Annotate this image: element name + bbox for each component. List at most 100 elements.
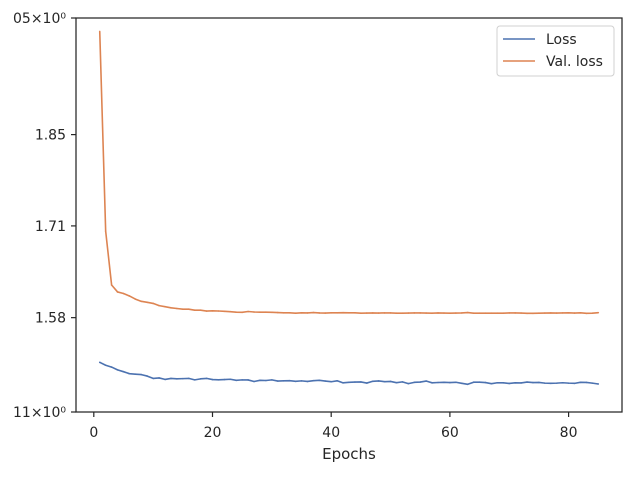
plot-frame <box>75 17 623 413</box>
data-point-loss <box>229 378 232 381</box>
data-point-val-loss <box>330 312 333 314</box>
data-point-val-loss <box>288 312 291 314</box>
data-point-val-loss <box>193 309 196 311</box>
data-point-loss <box>478 381 481 384</box>
data-point-val-loss <box>371 312 374 314</box>
data-point-val-loss <box>419 312 422 314</box>
data-point-val-loss <box>549 312 552 314</box>
data-point-loss <box>366 382 368 384</box>
data-point-loss <box>538 381 540 384</box>
data-point-val-loss <box>555 312 558 314</box>
data-point-loss <box>395 381 398 384</box>
data-point-loss <box>265 379 267 382</box>
data-point-val-loss <box>265 311 267 314</box>
data-point-loss <box>104 364 107 367</box>
data-point-loss <box>182 377 184 380</box>
series-points-val-loss <box>98 30 600 315</box>
data-point-val-loss <box>383 312 386 314</box>
data-point-val-loss <box>110 284 113 286</box>
data-point-val-loss <box>235 311 238 314</box>
data-point-val-loss <box>573 312 576 314</box>
data-point-val-loss <box>585 312 588 315</box>
data-point-loss <box>193 379 196 381</box>
data-point-val-loss <box>508 312 511 314</box>
data-point-val-loss <box>502 312 505 314</box>
data-point-loss <box>532 381 534 384</box>
data-point-loss <box>555 382 558 384</box>
data-point-val-loss <box>490 312 493 314</box>
data-point-loss <box>211 378 214 381</box>
legend: Loss Val. loss <box>496 25 615 77</box>
data-point-val-loss <box>496 312 499 314</box>
data-point-val-loss <box>544 312 546 314</box>
data-point-loss <box>241 379 243 381</box>
data-point-loss <box>579 381 582 384</box>
data-point-val-loss <box>413 312 416 314</box>
data-point-loss <box>152 377 154 380</box>
data-point-val-loss <box>146 301 149 304</box>
data-point-loss <box>455 381 457 384</box>
data-point-val-loss <box>318 312 321 314</box>
data-point-val-loss <box>532 312 534 315</box>
data-point-val-loss <box>526 312 528 315</box>
data-point-val-loss <box>431 312 433 314</box>
data-point-val-loss <box>360 312 362 314</box>
y-tick-label: 1.58 <box>35 311 66 327</box>
data-point-loss <box>128 372 131 375</box>
data-point-loss <box>164 378 166 381</box>
data-point-loss <box>253 380 255 383</box>
data-point-val-loss <box>134 298 137 300</box>
x-tick-label: 40 <box>322 425 340 441</box>
data-point-val-loss <box>98 30 101 33</box>
data-point-val-loss <box>437 312 439 314</box>
data-point-loss <box>300 380 303 382</box>
data-point-val-loss <box>116 291 119 293</box>
data-point-loss <box>502 382 505 384</box>
data-point-val-loss <box>484 312 487 314</box>
data-point-val-loss <box>158 304 160 307</box>
data-point-loss <box>360 381 362 383</box>
data-point-val-loss <box>140 300 143 303</box>
data-point-val-loss <box>348 312 350 314</box>
data-point-val-loss <box>128 295 131 297</box>
data-point-val-loss <box>241 311 243 314</box>
data-point-loss <box>437 381 439 384</box>
data-point-loss <box>472 381 475 384</box>
data-point-val-loss <box>176 307 178 310</box>
data-point-val-loss <box>223 310 226 313</box>
data-point-loss <box>336 380 338 382</box>
data-point-loss <box>484 381 487 384</box>
legend-label-loss: Loss <box>546 32 577 48</box>
data-point-val-loss <box>217 310 220 312</box>
data-point-val-loss <box>122 292 125 295</box>
series-layer <box>98 30 600 386</box>
data-point-val-loss <box>377 312 380 314</box>
data-point-loss <box>140 373 143 376</box>
data-point-val-loss <box>187 308 190 310</box>
data-point-loss <box>158 377 160 379</box>
data-point-loss <box>330 380 333 383</box>
data-point-loss <box>407 382 410 385</box>
data-point-val-loss <box>455 312 457 314</box>
data-point-loss <box>389 380 392 383</box>
data-point-loss <box>549 382 552 385</box>
data-point-val-loss <box>466 311 469 314</box>
data-point-val-loss <box>324 312 327 314</box>
data-point-loss <box>496 381 499 384</box>
data-point-loss <box>342 382 344 384</box>
data-point-loss <box>205 377 208 380</box>
data-point-val-loss <box>276 311 279 314</box>
data-point-loss <box>377 380 380 382</box>
data-point-loss <box>116 369 119 371</box>
data-point-val-loss <box>425 312 427 314</box>
data-point-val-loss <box>401 312 404 314</box>
data-point-val-loss <box>282 312 285 314</box>
legend-label-val-loss: Val. loss <box>546 54 603 70</box>
data-point-val-loss <box>294 312 297 314</box>
data-point-loss <box>247 379 249 381</box>
data-point-val-loss <box>460 312 463 314</box>
data-point-val-loss <box>164 305 166 308</box>
x-tick-label: 0 <box>89 425 98 441</box>
data-point-val-loss <box>271 311 273 314</box>
